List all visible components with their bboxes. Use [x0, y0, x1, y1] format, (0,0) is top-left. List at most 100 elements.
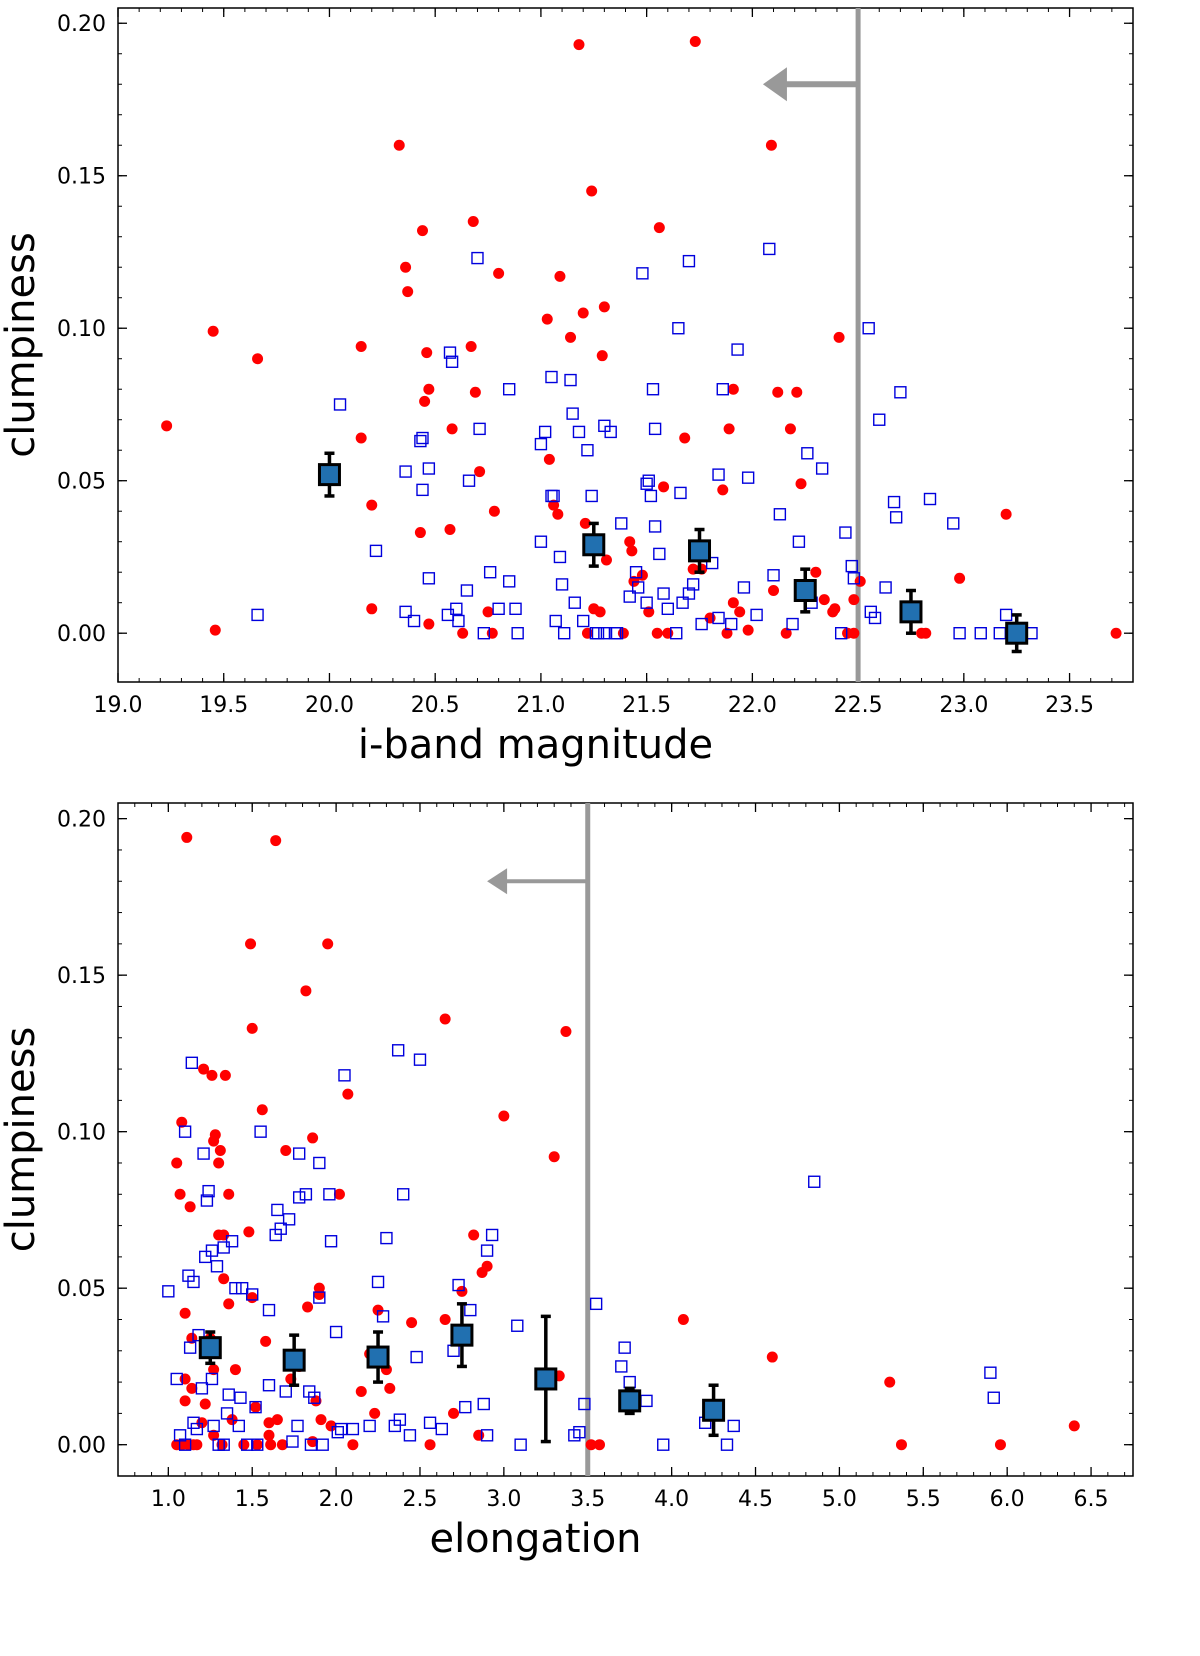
binned-mean-marker [198, 1336, 222, 1360]
blue-square-point [598, 627, 611, 640]
red-circle-point [384, 1382, 396, 1394]
blue-square-point [416, 483, 429, 497]
blue-square-point [644, 489, 658, 503]
red-circle-point [469, 386, 481, 398]
blue-square-point [313, 1291, 326, 1304]
red-circle-point [848, 594, 860, 606]
blue-square-point [324, 1235, 338, 1248]
x-tick-label: 19.5 [199, 693, 248, 718]
blue-square-point [452, 614, 465, 628]
blue-square-point [435, 1422, 448, 1436]
red-circle-point [593, 1439, 605, 1451]
blue-square-point [308, 1391, 321, 1404]
red-circle-point [226, 1414, 238, 1426]
blue-square-point [192, 1328, 205, 1342]
y-tick-label: 0.10 [57, 317, 106, 342]
blue-square-point [207, 1419, 220, 1433]
red-circle-point [689, 36, 701, 48]
red-circle-point [393, 139, 405, 151]
blue-square-point [292, 1191, 306, 1204]
blue-square-point [334, 1422, 348, 1436]
blue-square-point [511, 627, 524, 640]
red-circle-point [209, 1129, 221, 1141]
blue-square-point [464, 1303, 477, 1317]
blue-square-point [407, 614, 421, 628]
binned-mean-marker [450, 1323, 474, 1347]
blue-square-point [686, 578, 700, 591]
blue-square-point [363, 1419, 376, 1433]
blue-square-point [786, 617, 799, 631]
red-circle-point [598, 301, 610, 313]
plot-frame [117, 802, 1134, 1477]
blue-square-point [534, 535, 548, 548]
red-circle-point [548, 499, 560, 511]
red-circle-point [219, 1069, 231, 1081]
blue-square-point [304, 1438, 318, 1451]
red-circle-point [456, 1285, 468, 1297]
red-circle-point [573, 39, 585, 51]
blue-square-point [251, 1438, 264, 1451]
red-circle-point [994, 1439, 1006, 1451]
blue-square-point [731, 343, 744, 356]
red-circle-point [772, 386, 784, 398]
y-axis-title: clumpiness [0, 1027, 44, 1253]
x-tick-label: 4.5 [738, 1487, 773, 1512]
blue-square-point [492, 602, 505, 616]
red-circle-point [829, 603, 841, 615]
blue-square-point [640, 477, 653, 490]
blue-square-point [578, 1397, 591, 1411]
blue-square-point [185, 1056, 199, 1070]
blue-square-point [460, 584, 474, 597]
red-circle-point [252, 353, 264, 365]
red-circle-point [238, 1439, 250, 1451]
blue-square-point [286, 1435, 299, 1448]
red-circle-point [372, 1304, 384, 1316]
blue-square-point [514, 1438, 527, 1451]
blue-square-point [581, 444, 594, 457]
x-tick-label: 5.0 [822, 1487, 857, 1512]
blue-square-point [369, 544, 383, 558]
blue-square-point [220, 1407, 234, 1420]
blue-square-point [205, 1244, 219, 1257]
blue-square-point [653, 547, 666, 561]
blue-square-point [502, 383, 516, 396]
blue-square-point [646, 383, 660, 396]
red-circle-point [833, 331, 845, 343]
blue-square-point [553, 550, 567, 564]
x-axis-title: i-band magnitude [358, 722, 713, 768]
blue-square-point [234, 1391, 247, 1404]
red-circle-point [366, 499, 378, 511]
x-tick-label: 23.0 [939, 693, 988, 718]
red-circle-point [468, 1229, 480, 1241]
blue-square-point [573, 1425, 586, 1439]
blue-square-point [413, 1053, 427, 1066]
red-circle-point [325, 1420, 337, 1432]
red-circle-point [439, 1313, 451, 1325]
blue-square-point [170, 1372, 183, 1386]
blue-square-point [636, 267, 649, 280]
blue-square-point [974, 627, 987, 640]
blue-square-point [623, 1375, 636, 1389]
red-circle-point [176, 1116, 188, 1128]
blue-square-point [445, 355, 459, 368]
blue-square-point [187, 1416, 200, 1429]
blue-square-point [695, 617, 708, 631]
blue-square-point [894, 386, 907, 399]
red-circle-point [214, 1144, 226, 1156]
blue-square-point [712, 468, 725, 481]
blue-square-point [183, 1341, 197, 1354]
binned-mean-marker [582, 533, 606, 557]
y-tick-label: 0.20 [57, 12, 106, 37]
blue-square-point [459, 1400, 472, 1414]
blue-square-point [834, 627, 848, 640]
red-circle-point [271, 1414, 283, 1426]
red-circle-point [457, 627, 469, 639]
red-circle-point [366, 603, 378, 615]
blue-square-point [773, 508, 787, 521]
red-circle-point [191, 1439, 203, 1451]
red-circle-point [895, 1439, 907, 1451]
blue-square-point [225, 1235, 239, 1248]
blue-square-point [202, 1184, 215, 1198]
blue-square-point [235, 1281, 249, 1295]
